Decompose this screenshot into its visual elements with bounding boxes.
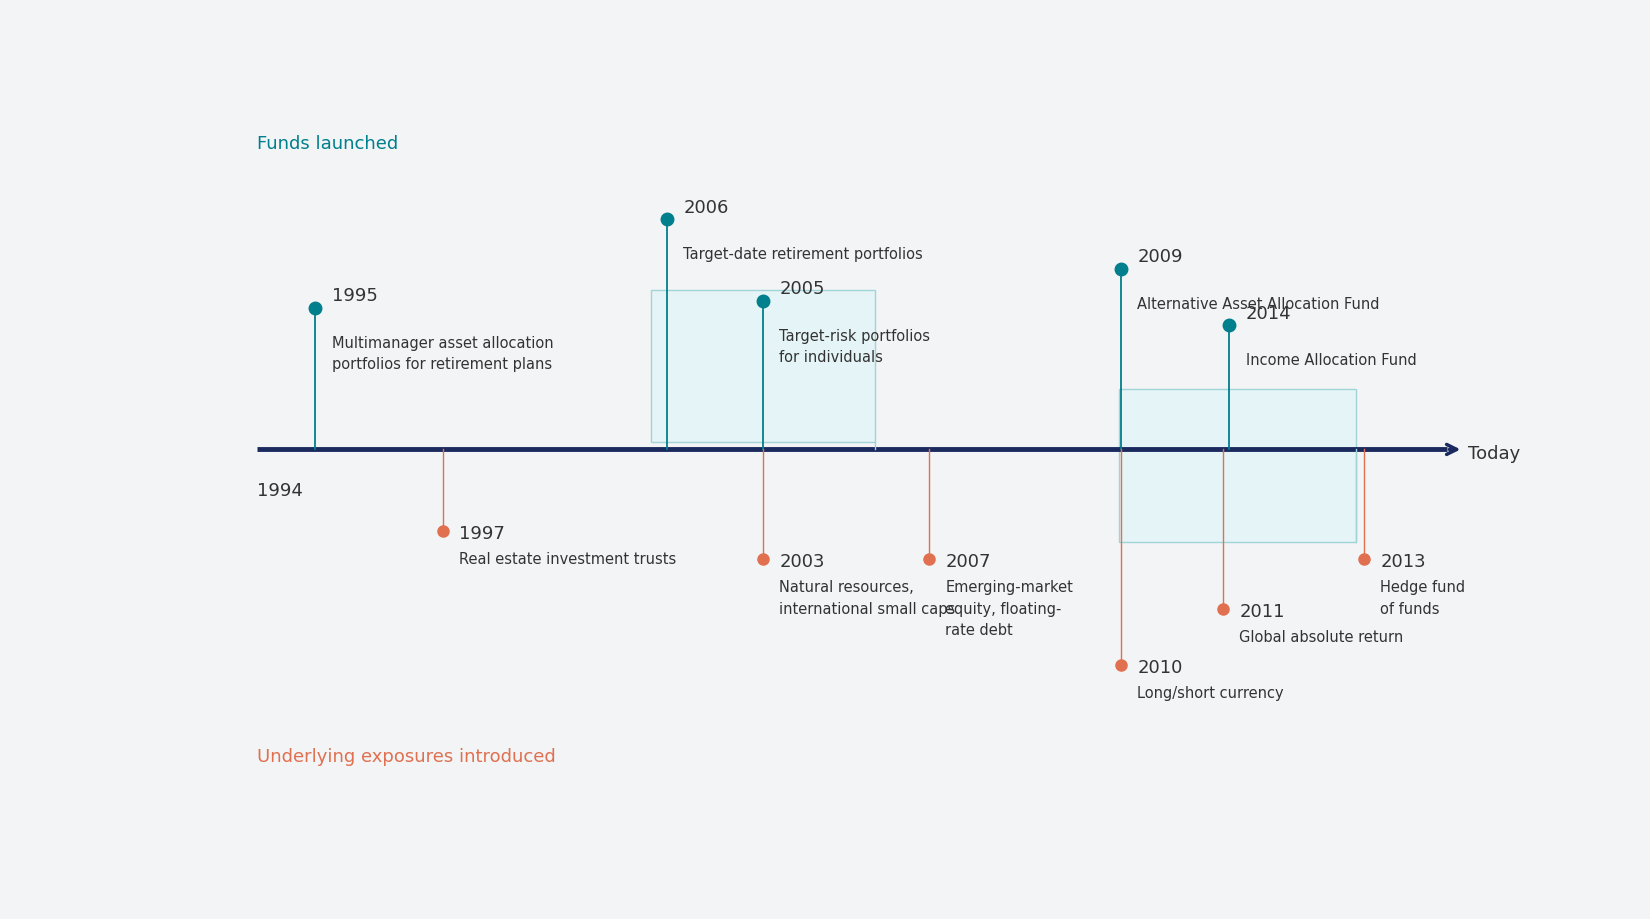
Text: 1997: 1997	[459, 524, 505, 542]
FancyBboxPatch shape	[1119, 390, 1356, 542]
Text: Funds launched: Funds launched	[257, 135, 399, 153]
Text: Today: Today	[1468, 445, 1521, 462]
Text: 2013: 2013	[1379, 552, 1426, 571]
Text: 2003: 2003	[779, 552, 825, 571]
Text: Hedge fund
of funds: Hedge fund of funds	[1379, 580, 1465, 616]
Text: Natural resources,
international small caps: Natural resources, international small c…	[779, 580, 955, 616]
Text: Target-risk portfolios
for individuals: Target-risk portfolios for individuals	[779, 328, 931, 365]
Text: Multimanager asset allocation
portfolios for retirement plans: Multimanager asset allocation portfolios…	[332, 335, 553, 372]
Text: 2010: 2010	[1137, 659, 1183, 676]
Text: 1995: 1995	[332, 287, 378, 305]
Text: Emerging-market
equity, floating-
rate debt: Emerging-market equity, floating- rate d…	[945, 580, 1072, 638]
Text: 2007: 2007	[945, 552, 992, 571]
Text: 2006: 2006	[683, 199, 729, 216]
Text: 2005: 2005	[779, 279, 825, 298]
Text: 2014: 2014	[1246, 304, 1292, 323]
Text: Income Allocation Fund: Income Allocation Fund	[1246, 353, 1417, 368]
Text: Target-date retirement portfolios: Target-date retirement portfolios	[683, 247, 922, 262]
Text: 1994: 1994	[257, 482, 304, 500]
Text: Long/short currency: Long/short currency	[1137, 686, 1284, 700]
Text: Real estate investment trusts: Real estate investment trusts	[459, 551, 676, 566]
FancyBboxPatch shape	[652, 290, 874, 443]
Text: Global absolute return: Global absolute return	[1239, 629, 1404, 644]
Text: Underlying exposures introduced: Underlying exposures introduced	[257, 747, 556, 765]
Text: Alternative Asset Allocation Fund: Alternative Asset Allocation Fund	[1137, 297, 1379, 312]
Text: 2011: 2011	[1239, 602, 1285, 620]
Text: 2009: 2009	[1137, 248, 1183, 266]
